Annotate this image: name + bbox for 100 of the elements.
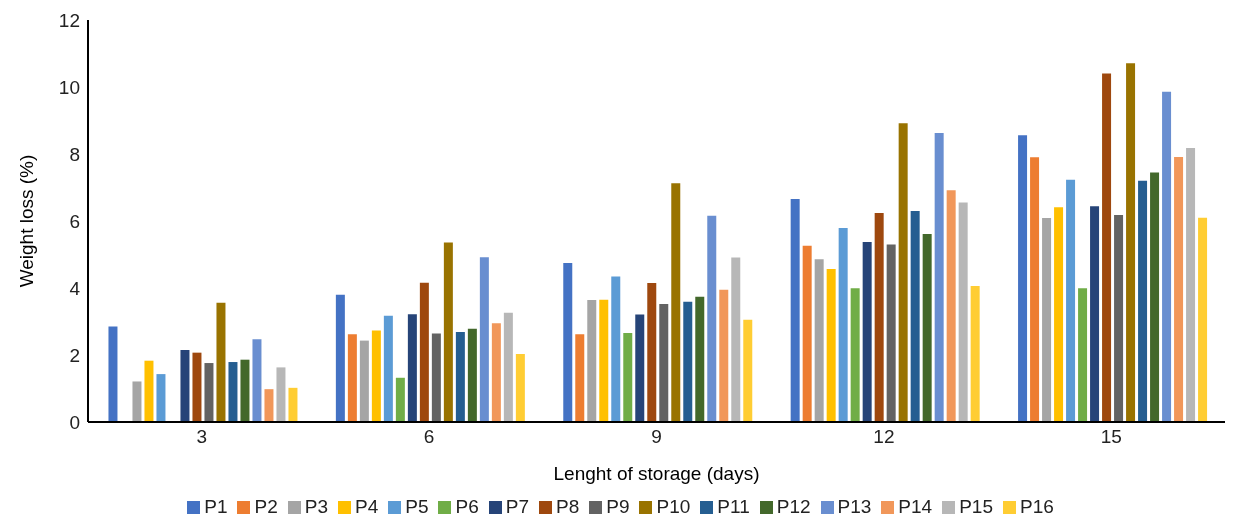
bar — [934, 132, 944, 422]
bar — [707, 215, 717, 422]
legend-label: P14 — [898, 496, 933, 517]
legend-label: P3 — [304, 496, 328, 517]
bar — [671, 183, 681, 422]
bar — [132, 381, 142, 422]
bar — [1186, 147, 1196, 422]
bar — [611, 276, 621, 422]
bar — [575, 334, 585, 422]
legend-label: P11 — [717, 496, 750, 517]
bar — [647, 282, 657, 422]
bar — [683, 301, 693, 422]
legend-label: P15 — [959, 496, 993, 517]
bar — [659, 304, 669, 422]
legend-label: P4 — [354, 496, 379, 517]
legend-label: P12 — [776, 496, 811, 517]
y-tick-label: 2 — [69, 344, 80, 366]
bar — [204, 363, 214, 422]
bar — [1066, 179, 1076, 422]
legend-label: P7 — [505, 496, 529, 517]
bar — [180, 349, 190, 422]
bar — [1090, 206, 1100, 422]
y-tick-label: 6 — [69, 210, 80, 232]
x-tick-label: 12 — [873, 426, 895, 448]
bar — [958, 202, 968, 422]
legend-label: P9 — [606, 496, 630, 517]
legend-label: P5 — [405, 496, 429, 517]
bar — [347, 334, 357, 422]
bar — [719, 289, 729, 422]
bar — [731, 257, 741, 422]
bar — [898, 123, 908, 422]
bar — [1054, 207, 1064, 422]
bar — [108, 326, 118, 422]
bar — [563, 262, 573, 422]
legend-label: P6 — [455, 496, 479, 517]
legend-label: P1 — [204, 496, 228, 517]
x-tick-label: 9 — [651, 426, 662, 448]
bar — [156, 374, 166, 422]
bar — [467, 328, 477, 422]
bar — [264, 389, 274, 422]
bar — [252, 339, 262, 422]
bar — [635, 314, 645, 422]
bar — [1102, 73, 1112, 422]
y-tick-label: 12 — [58, 9, 80, 31]
bar — [1162, 91, 1172, 422]
legend-label: P2 — [254, 496, 278, 517]
bar — [862, 242, 872, 422]
legend-label: P10 — [656, 496, 691, 517]
bar — [503, 312, 513, 422]
bar — [802, 245, 812, 422]
bar — [479, 257, 489, 422]
bar — [814, 259, 824, 422]
bar — [407, 314, 417, 422]
bar — [1174, 157, 1184, 422]
bar — [910, 210, 920, 422]
x-axis-title: Lenght of storage (days) — [553, 463, 760, 484]
x-tick-label: 3 — [196, 426, 207, 448]
bar — [1042, 217, 1052, 422]
y-axis-title: Weight loss (%) — [15, 154, 37, 288]
bar — [1150, 172, 1160, 422]
bar — [144, 360, 154, 422]
bar — [395, 377, 405, 422]
bar — [970, 285, 980, 422]
legend-label: P16 — [1019, 496, 1054, 517]
bar — [1078, 288, 1088, 422]
bar — [1018, 135, 1028, 422]
bar — [276, 367, 286, 422]
bar — [623, 332, 633, 422]
x-tick-label: 15 — [1100, 426, 1122, 448]
bar — [240, 359, 250, 422]
y-tick-label: 8 — [69, 143, 80, 165]
bar — [826, 268, 836, 422]
bar — [335, 294, 345, 422]
bar — [359, 340, 369, 422]
bar — [419, 282, 429, 422]
bar — [431, 333, 441, 422]
bar — [1126, 63, 1136, 422]
y-tick-label: 4 — [69, 277, 81, 299]
bar — [790, 198, 800, 422]
bar — [371, 330, 381, 422]
bar — [192, 352, 202, 422]
bar — [491, 323, 501, 422]
bar — [1114, 214, 1124, 422]
bar — [443, 242, 453, 422]
bar — [743, 319, 753, 422]
bar — [874, 212, 884, 422]
bar — [1138, 180, 1148, 422]
y-tick-label: 0 — [69, 411, 80, 433]
bar — [515, 354, 525, 422]
bar — [695, 296, 705, 422]
bar — [1198, 217, 1208, 422]
bar — [886, 244, 896, 422]
bar — [455, 331, 465, 422]
bar — [1030, 157, 1040, 422]
legend-label: P8 — [555, 496, 580, 517]
bar — [922, 234, 932, 422]
bar — [383, 315, 393, 422]
bar — [850, 288, 860, 422]
bar — [228, 362, 238, 422]
bar — [599, 299, 609, 422]
